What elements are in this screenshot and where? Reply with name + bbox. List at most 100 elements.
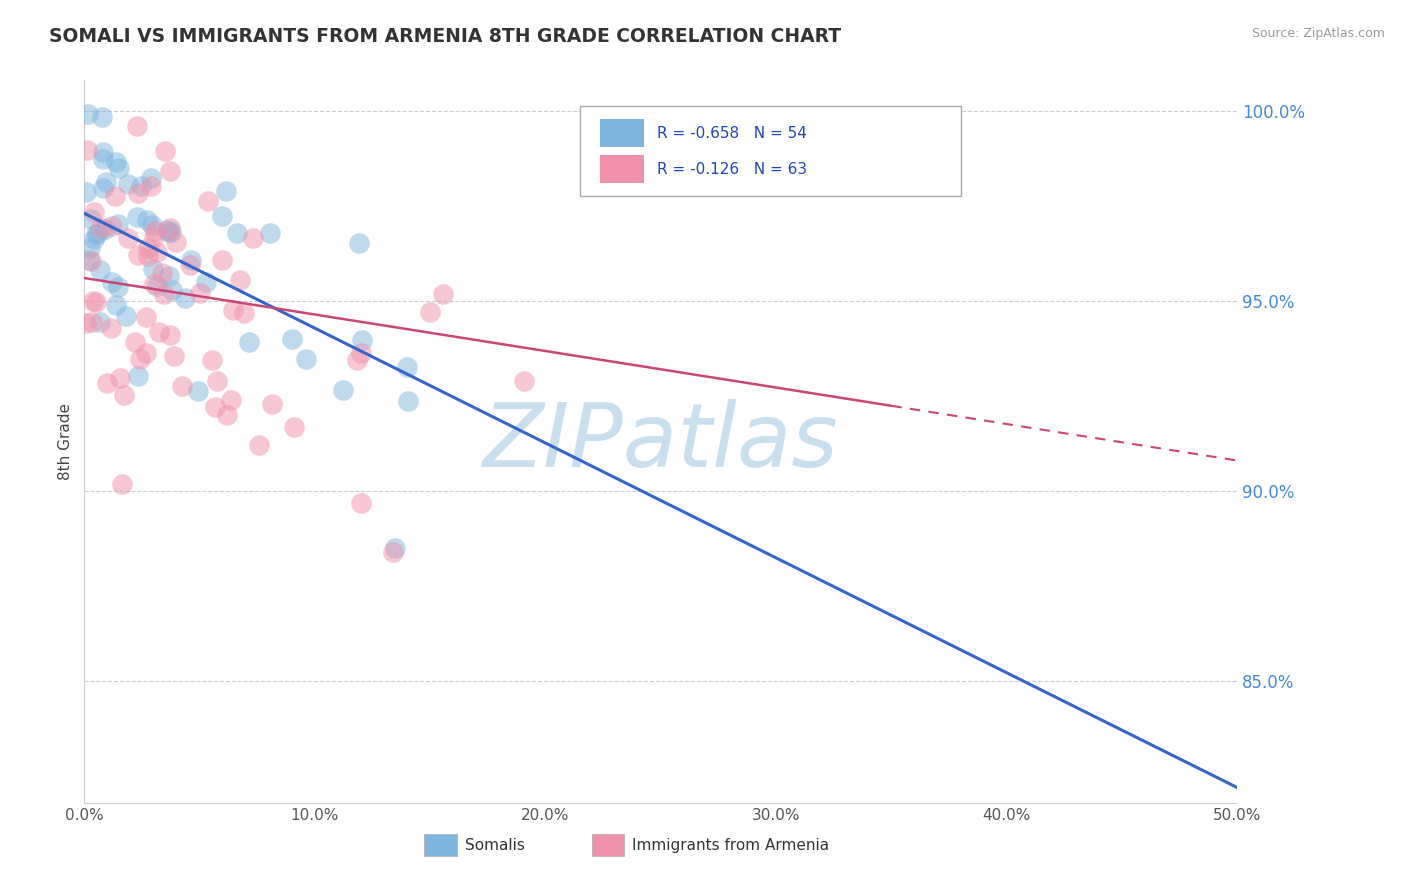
Point: [101, 276, 124, 290]
Point: [153, 144, 176, 158]
Point: [259, 227, 281, 241]
Point: [135, 310, 157, 324]
Point: [125, 210, 148, 224]
Text: Somalis: Somalis: [465, 838, 524, 853]
Point: [115, 310, 138, 324]
Point: [215, 408, 238, 422]
Point: [83, 205, 105, 219]
Bar: [600, 120, 644, 147]
Point: [143, 224, 166, 238]
Point: [242, 231, 264, 245]
Point: [142, 277, 165, 291]
Point: [221, 302, 243, 317]
Point: [86, 227, 108, 242]
Point: [75, 185, 97, 199]
Text: R = -0.658   N = 54: R = -0.658 N = 54: [658, 126, 807, 141]
Point: [350, 346, 373, 360]
Point: [91, 180, 114, 194]
Point: [76, 107, 98, 121]
Point: [238, 334, 260, 349]
Point: [159, 221, 181, 235]
Point: [117, 230, 139, 244]
Point: [79, 253, 101, 268]
Point: [105, 298, 128, 312]
Bar: [425, 834, 457, 855]
Point: [225, 226, 247, 240]
Point: [142, 261, 165, 276]
Point: [157, 268, 180, 283]
Point: [233, 306, 256, 320]
Point: [281, 332, 304, 346]
Point: [197, 194, 219, 208]
Point: [247, 438, 270, 452]
Point: [124, 334, 146, 349]
Point: [138, 249, 160, 263]
Point: [117, 178, 139, 192]
Point: [105, 155, 128, 169]
Point: [76, 143, 98, 157]
Point: [141, 218, 163, 232]
Point: [346, 353, 368, 368]
Point: [129, 178, 152, 193]
Point: [108, 161, 131, 175]
Point: [432, 287, 454, 301]
Point: [136, 213, 159, 227]
Point: [112, 388, 135, 402]
Point: [79, 241, 101, 255]
Point: [125, 119, 148, 133]
Point: [139, 170, 162, 185]
Point: [79, 211, 101, 226]
Point: [513, 374, 536, 388]
Point: [395, 360, 418, 375]
Point: [211, 209, 233, 223]
Point: [107, 217, 129, 231]
Text: Source: ZipAtlas.com: Source: ZipAtlas.com: [1251, 27, 1385, 40]
Point: [173, 291, 195, 305]
Point: [194, 275, 217, 289]
Point: [332, 384, 354, 398]
Point: [103, 188, 125, 202]
Point: [90, 110, 112, 124]
Point: [172, 379, 194, 393]
Point: [135, 346, 157, 360]
Point: [350, 333, 373, 347]
Point: [165, 235, 187, 249]
Point: [91, 145, 114, 159]
Bar: [592, 834, 624, 855]
FancyBboxPatch shape: [581, 105, 960, 196]
Point: [157, 225, 180, 239]
Point: [159, 225, 181, 239]
Point: [127, 248, 149, 262]
Point: [139, 179, 162, 194]
Point: [229, 272, 252, 286]
Point: [87, 226, 110, 240]
Point: [84, 294, 107, 309]
Point: [160, 283, 183, 297]
Point: [153, 287, 176, 301]
Point: [146, 244, 169, 259]
Point: [262, 397, 284, 411]
Point: [136, 241, 159, 255]
Point: [89, 315, 111, 329]
Point: [205, 374, 228, 388]
Point: [146, 279, 169, 293]
Point: [150, 267, 173, 281]
Point: [211, 252, 233, 267]
Point: [127, 369, 149, 384]
Point: [90, 220, 112, 235]
Point: [159, 327, 181, 342]
Point: [82, 293, 104, 308]
Point: [83, 231, 105, 245]
Text: R = -0.126   N = 63: R = -0.126 N = 63: [658, 161, 807, 177]
Point: [162, 349, 184, 363]
Point: [283, 420, 305, 434]
Point: [82, 315, 104, 329]
Point: [396, 393, 419, 408]
Y-axis label: 8th Grade: 8th Grade: [58, 403, 73, 480]
Point: [187, 384, 209, 398]
Point: [384, 541, 406, 555]
Point: [204, 401, 226, 415]
Point: [294, 352, 316, 367]
Point: [91, 152, 114, 166]
Point: [107, 280, 129, 294]
